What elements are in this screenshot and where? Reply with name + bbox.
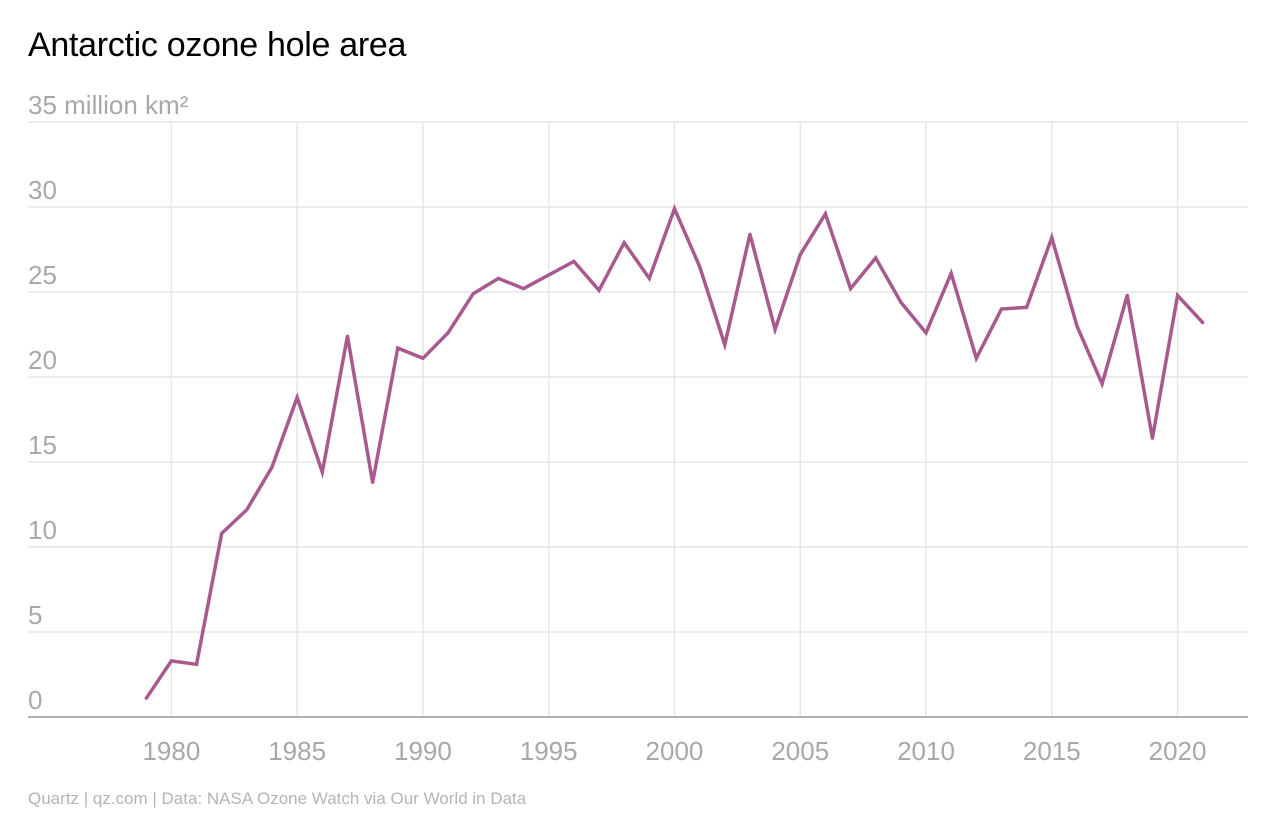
data-point-2009 bbox=[899, 300, 903, 304]
y-tick-label-25: 25 bbox=[28, 260, 57, 290]
data-point-2019 bbox=[1150, 436, 1155, 440]
data-point-2013 bbox=[999, 307, 1004, 311]
data-point-2005 bbox=[798, 253, 802, 257]
data-point-2002 bbox=[723, 343, 727, 347]
data-point-1996 bbox=[572, 259, 576, 263]
data-point-2011 bbox=[949, 271, 953, 275]
x-tick-label-1990: 1990 bbox=[394, 736, 452, 766]
y-tick-labels: 0 5 10 15 20 25 30 35 million km² bbox=[28, 90, 189, 715]
data-points bbox=[144, 207, 1205, 700]
x-tick-label-2010: 2010 bbox=[897, 736, 955, 766]
data-point-1998 bbox=[622, 241, 626, 245]
data-point-2016 bbox=[1075, 324, 1079, 328]
data-point-1999 bbox=[647, 276, 651, 280]
x-tick-label-1995: 1995 bbox=[520, 736, 578, 766]
data-point-1993 bbox=[496, 276, 500, 280]
data-point-2003 bbox=[748, 232, 752, 236]
data-point-1991 bbox=[446, 331, 450, 335]
y-tick-label-20: 20 bbox=[28, 345, 57, 375]
x-tick-label-1980: 1980 bbox=[142, 736, 200, 766]
data-point-1980 bbox=[169, 659, 173, 663]
data-point-1983 bbox=[245, 508, 249, 512]
data-point-2006 bbox=[823, 212, 828, 216]
y-tick-label-35: 35 million km² bbox=[28, 90, 189, 120]
data-point-1984 bbox=[270, 465, 274, 469]
data-point-2018 bbox=[1125, 293, 1129, 297]
data-point-1990 bbox=[421, 356, 425, 360]
data-point-1987 bbox=[345, 334, 350, 338]
data-point-1992 bbox=[471, 292, 475, 296]
data-point-1997 bbox=[597, 288, 601, 292]
data-point-1981 bbox=[194, 662, 199, 666]
y-tick-label-10: 10 bbox=[28, 515, 57, 545]
data-point-2020 bbox=[1175, 293, 1180, 297]
x-tick-label-1985: 1985 bbox=[268, 736, 326, 766]
data-point-2007 bbox=[848, 287, 853, 291]
data-point-2004 bbox=[773, 327, 777, 331]
x-tick-label-2015: 2015 bbox=[1023, 736, 1081, 766]
x-tick-label-2020: 2020 bbox=[1149, 736, 1207, 766]
y-tick-label-5: 5 bbox=[28, 600, 42, 630]
data-point-2021 bbox=[1201, 321, 1205, 325]
data-point-1986 bbox=[320, 470, 324, 474]
x-tick-label-2005: 2005 bbox=[771, 736, 829, 766]
data-point-1995 bbox=[547, 273, 551, 277]
x-tick-label-2000: 2000 bbox=[646, 736, 704, 766]
y-tick-label-15: 15 bbox=[28, 430, 57, 460]
source-footer: Quartz | qz.com | Data: NASA Ozone Watch… bbox=[28, 789, 527, 808]
y-tick-label-0: 0 bbox=[28, 685, 42, 715]
x-tick-labels: 1980 1985 1990 1995 2000 2005 2010 2015 2020 bbox=[142, 736, 1206, 766]
data-point-1994 bbox=[521, 287, 526, 291]
vertical-gridlines bbox=[170, 122, 1179, 717]
horizontal-gridlines bbox=[28, 121, 1248, 633]
data-point-2012 bbox=[974, 356, 978, 360]
data-point-2008 bbox=[874, 256, 878, 260]
data-point-2000 bbox=[672, 207, 677, 211]
data-point-1979 bbox=[144, 696, 148, 700]
data-point-1989 bbox=[396, 346, 400, 350]
data-point-1985 bbox=[295, 395, 299, 399]
data-point-2010 bbox=[924, 331, 928, 335]
data-point-2001 bbox=[698, 264, 702, 269]
chart-title: Antarctic ozone hole area bbox=[28, 26, 407, 64]
data-point-2014 bbox=[1025, 305, 1029, 309]
data-point-1982 bbox=[220, 531, 224, 536]
data-point-1988 bbox=[371, 480, 375, 484]
data-point-2015 bbox=[1050, 236, 1054, 240]
data-point-2017 bbox=[1100, 382, 1104, 386]
y-tick-label-30: 30 bbox=[28, 175, 57, 205]
